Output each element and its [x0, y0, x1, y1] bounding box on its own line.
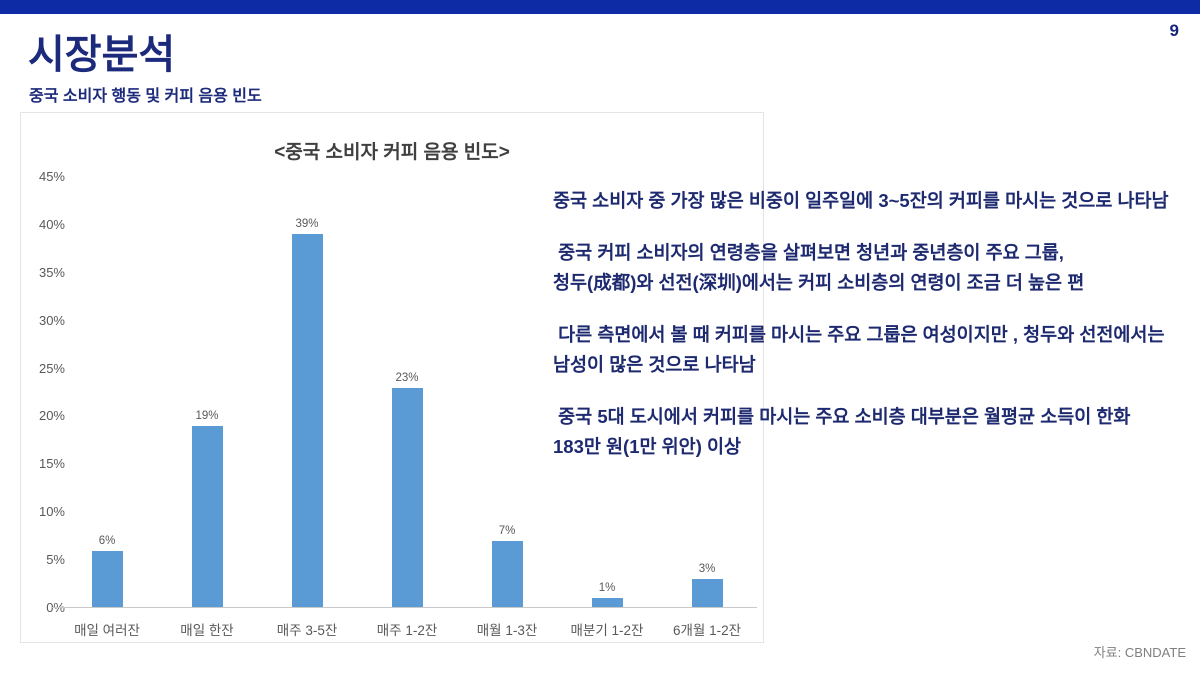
- chart-y-axis: 0% 5% 10% 15% 20% 25% 30% 35% 40% 45%: [23, 169, 65, 615]
- insight-line: 청두(成都)와 선전(深圳)에서는 커피 소비층의 연령이 조금 더 높은 편: [553, 272, 1085, 293]
- chart-plot-area: 6% 19% 39% 23% 7% 1% 3%: [57, 177, 757, 608]
- bar-3: [291, 234, 323, 608]
- bar-slot: 3%: [657, 177, 757, 608]
- bar-1: [91, 550, 123, 608]
- bar-6: [591, 598, 623, 608]
- insight-line: 중국 5대 도시에서 커피를 마시는 주요 소비층 대부분은 월평균 소득이 한…: [553, 406, 1131, 427]
- bar-5: [491, 540, 523, 608]
- chart-title: <중국 소비자 커피 음용 빈도>: [274, 142, 510, 163]
- bar-value-label: 23%: [395, 371, 419, 384]
- x-axis-category-label: 매분기 1-2잔: [570, 623, 644, 638]
- source-caption: 자료: CBNDATE: [1093, 645, 1186, 660]
- insight-paragraph: 중국 커피 소비자의 연령층을 살펴보면 청년과 중년층이 주요 그룹, 청두(成…: [553, 238, 1198, 298]
- bar-4: [391, 387, 423, 608]
- bar-slot: 23%: [357, 177, 457, 608]
- insight-line: 남성이 많은 것으로 나타남: [553, 354, 756, 375]
- bar-slot: 19%: [157, 177, 257, 608]
- y-axis-tick-label: 40%: [38, 216, 65, 232]
- slide-title: 시장분석: [28, 33, 176, 77]
- bar-7: [691, 579, 723, 608]
- y-axis-tick-label: 15%: [38, 456, 65, 472]
- bar-value-label: 19%: [195, 410, 219, 423]
- insight-paragraph: 중국 소비자 중 가장 많은 비중이 일주일에 3~5잔의 커피를 마시는 것으…: [553, 186, 1198, 216]
- bar-value-label: 3%: [698, 563, 716, 576]
- bar-value-label: 7%: [498, 524, 516, 537]
- x-axis-category-label: 매월 1-3잔: [476, 623, 538, 638]
- x-axis-category-label: 매주 1-2잔: [376, 623, 438, 638]
- insight-paragraph: 다른 측면에서 볼 때 커피를 마시는 주요 그룹은 여성이지만 , 청두와 선…: [553, 320, 1198, 380]
- y-axis-tick-label: 5%: [46, 552, 65, 568]
- bar-slot: 6%: [57, 177, 157, 608]
- y-axis-tick-label: 35%: [38, 264, 65, 280]
- insight-paragraph: 중국 5대 도시에서 커피를 마시는 주요 소비층 대부분은 월평균 소득이 한…: [553, 402, 1198, 462]
- insight-line: 중국 소비자 중 가장 많은 비중이 일주일에 3~5잔의 커피를 마시는 것으…: [553, 190, 1169, 211]
- insight-line: 중국 커피 소비자의 연령층을 살펴보면 청년과 중년층이 주요 그룹,: [553, 242, 1064, 263]
- bar-slot: 7%: [457, 177, 557, 608]
- y-axis-tick-label: 25%: [38, 360, 65, 376]
- bar-2: [191, 426, 223, 608]
- top-accent-bar: [0, 0, 1200, 14]
- x-axis-category-label: 매주 3-5잔: [276, 623, 338, 638]
- x-axis-category-label: 매일 여러잔: [74, 623, 140, 638]
- bar-slot: 1%: [557, 177, 657, 608]
- y-axis-tick-label: 20%: [38, 408, 65, 424]
- coffee-frequency-bar-chart: <중국 소비자 커피 음용 빈도> 0% 5% 10% 15% 20% 25% 30% 35%…: [20, 112, 764, 643]
- bar-value-label: 39%: [295, 218, 319, 231]
- y-axis-tick-label: 30%: [38, 312, 65, 328]
- y-axis-tick-label: 45%: [38, 169, 65, 184]
- chart-x-axis-line: [51, 607, 757, 608]
- bar-value-label: 1%: [598, 582, 616, 595]
- x-axis-category-label: 매일 한잔: [180, 623, 234, 638]
- x-axis-category-label: 6개월 1-2잔: [672, 623, 742, 638]
- bar-value-label: 6%: [98, 534, 116, 547]
- bar-slot: 39%: [257, 177, 357, 608]
- insight-line: 183만 원(1만 위안) 이상: [553, 436, 742, 457]
- page-number: 9: [1169, 21, 1179, 40]
- insight-line: 다른 측면에서 볼 때 커피를 마시는 주요 그룹은 여성이지만 , 청두와 선…: [553, 324, 1165, 345]
- y-axis-tick-label: 10%: [38, 504, 65, 520]
- insights-text-block: 중국 소비자 중 가장 많은 비중이 일주일에 3~5잔의 커피를 마시는 것으…: [553, 186, 1198, 484]
- slide-subtitle: 중국 소비자 행동 및 커피 음용 빈도: [29, 88, 262, 105]
- chart-x-axis-labels: 매일 여러잔 매일 한잔 매주 3-5잔 매주 1-2잔 매월 1-3잔 매분기 1-2잔…: [57, 619, 757, 641]
